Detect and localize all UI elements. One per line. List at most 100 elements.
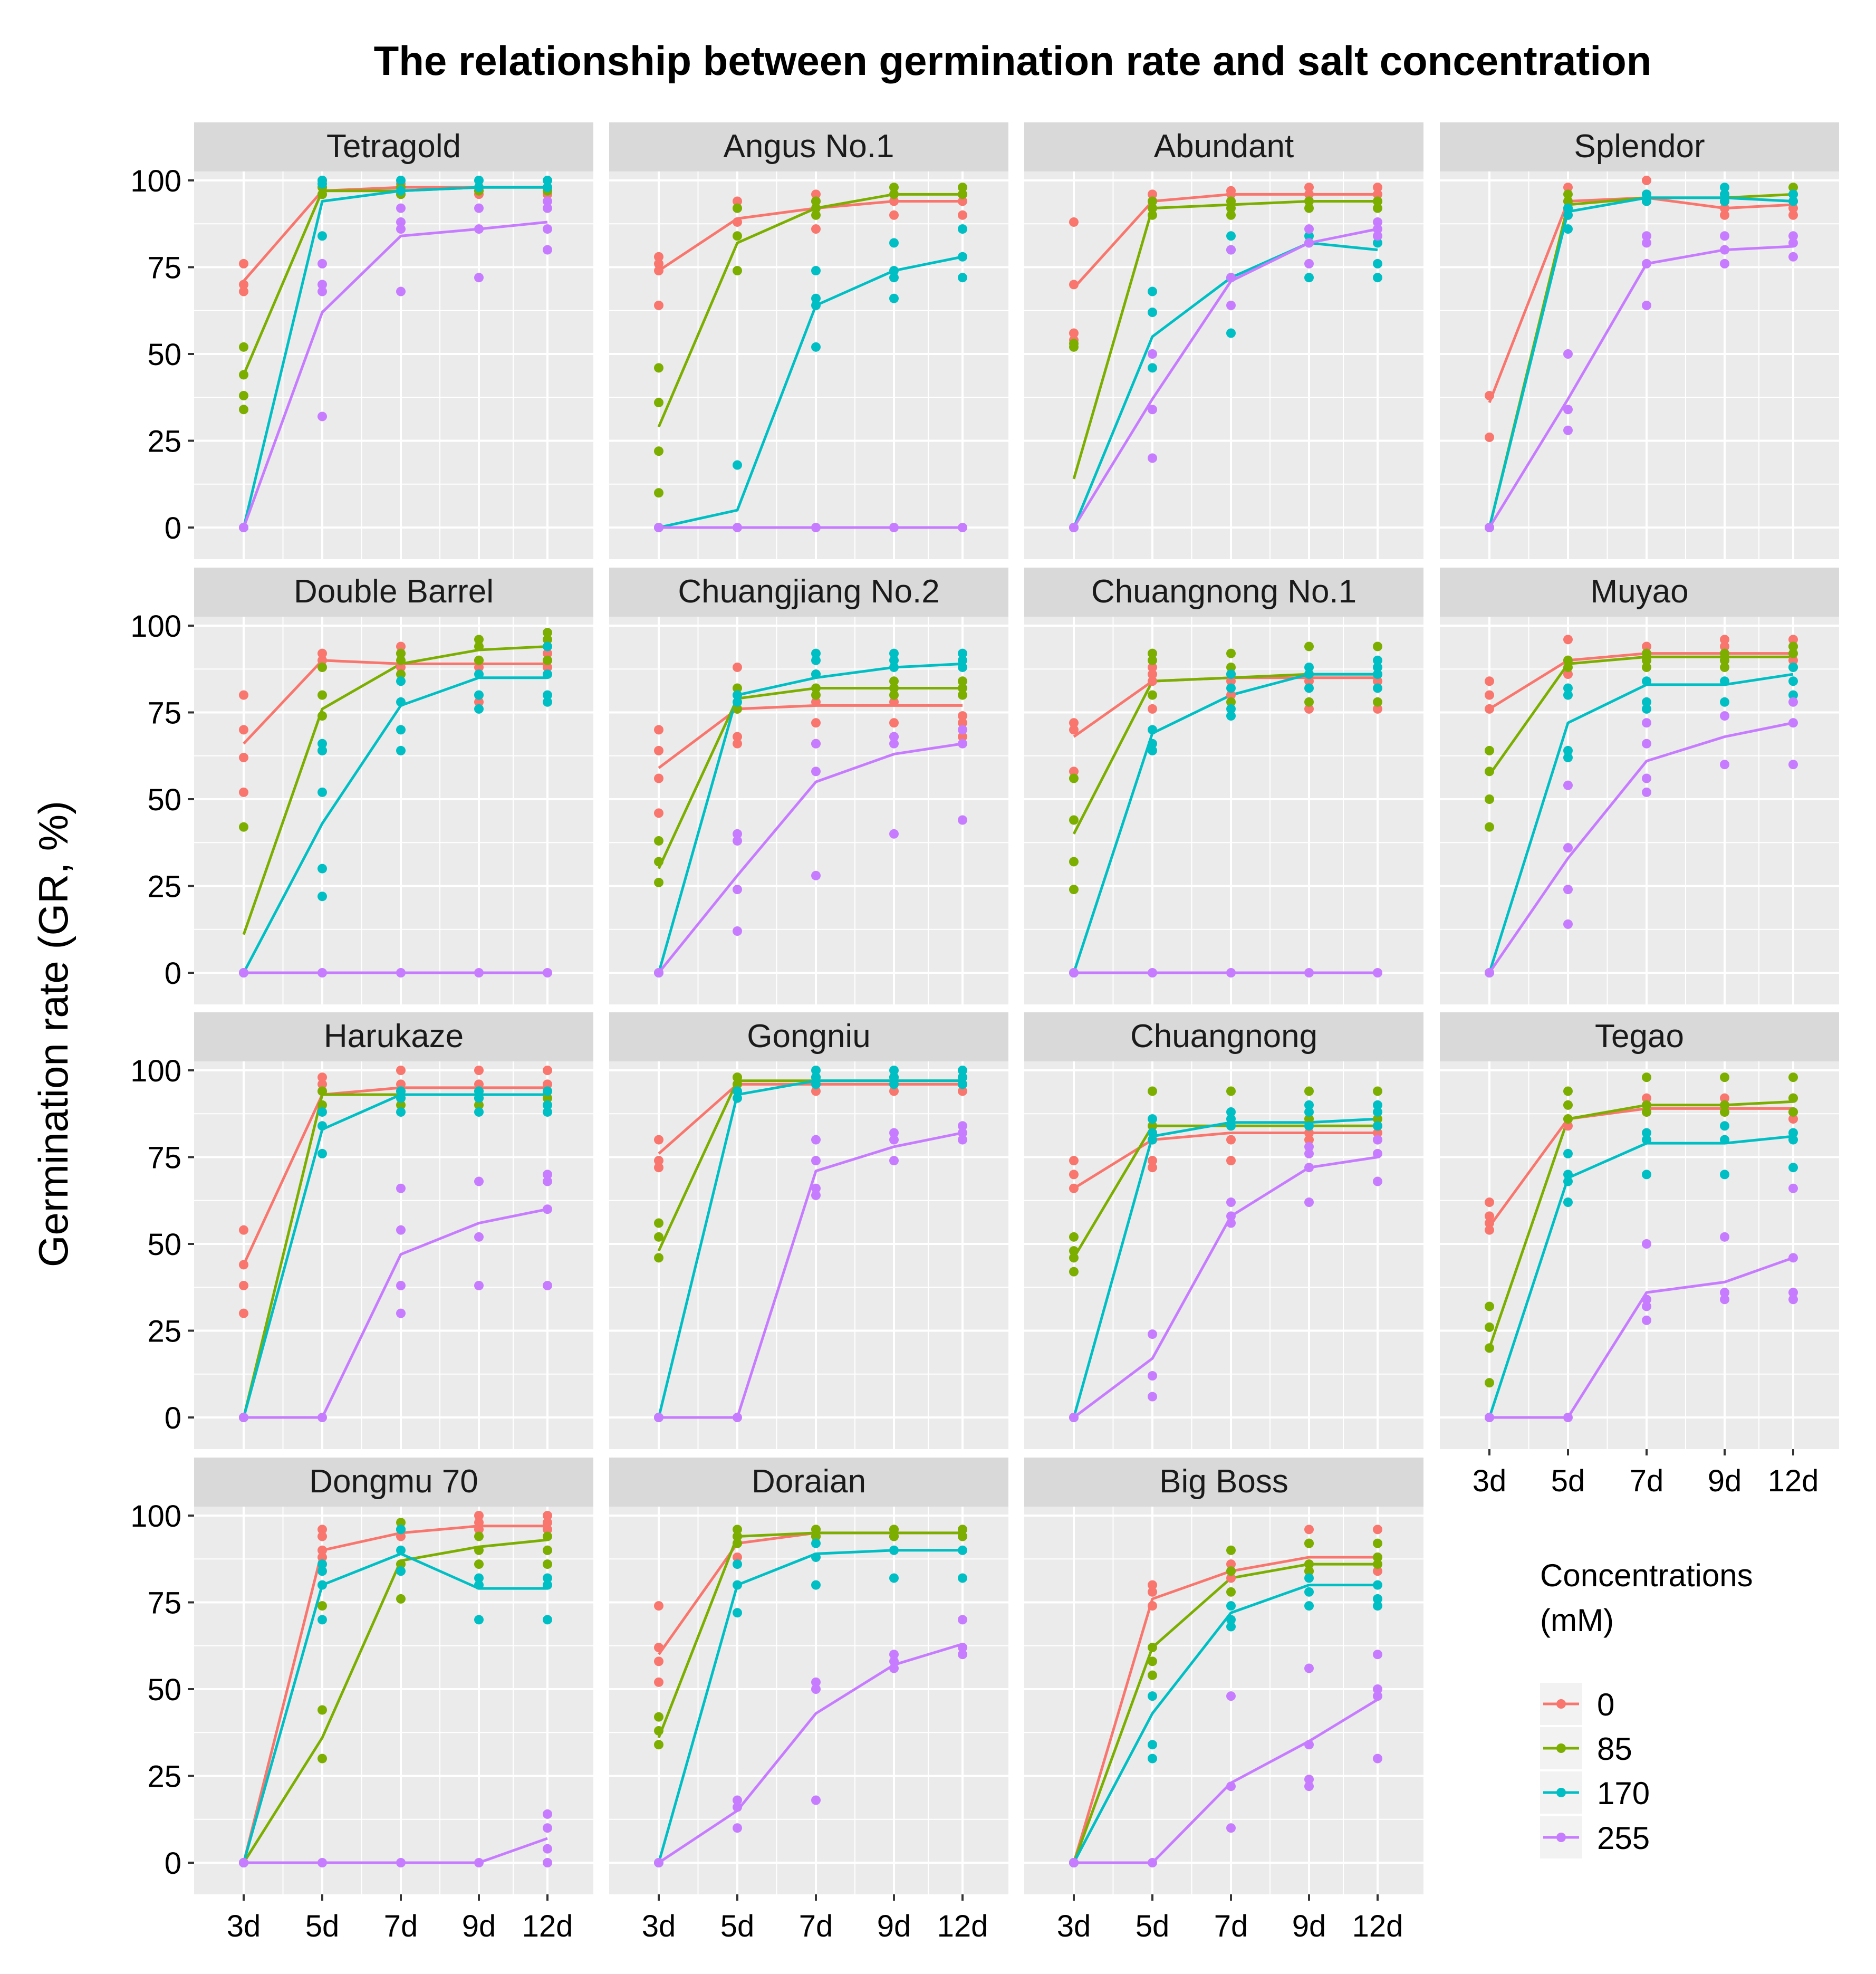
- data-point-0: [1226, 1135, 1236, 1145]
- data-point-85: [1485, 1343, 1494, 1353]
- data-point-255: [1642, 718, 1651, 728]
- data-point-85: [733, 1538, 742, 1548]
- data-point-85: [1563, 655, 1573, 665]
- data-point-255: [889, 1156, 899, 1166]
- data-point-255: [1148, 1371, 1157, 1381]
- data-point-255: [889, 1663, 899, 1673]
- data-point-0: [733, 739, 742, 749]
- facet-title: Splendor: [1574, 128, 1705, 165]
- data-point-170: [318, 179, 327, 189]
- data-point-0: [239, 753, 248, 763]
- x-tick-label: 7d: [1214, 1909, 1248, 1943]
- data-point-85: [1304, 1114, 1314, 1124]
- data-point-0: [1069, 280, 1079, 290]
- data-point-0: [958, 210, 967, 220]
- data-point-85: [1788, 1093, 1798, 1103]
- data-point-255: [1642, 1295, 1651, 1305]
- y-tick-label: 0: [165, 956, 181, 991]
- data-point-255: [1642, 773, 1651, 783]
- data-point-170: [733, 1086, 742, 1096]
- data-point-170: [1720, 1170, 1729, 1180]
- data-point-170: [543, 1086, 552, 1096]
- data-point-0: [733, 662, 742, 672]
- data-point-170: [889, 1545, 899, 1555]
- data-point-85: [1720, 1107, 1729, 1117]
- data-point-170: [1563, 203, 1573, 213]
- data-point-85: [654, 363, 663, 373]
- data-point-170: [1148, 1135, 1157, 1145]
- facet-strip: [194, 122, 593, 171]
- facet-title: Tetragold: [326, 128, 461, 165]
- data-point-170: [811, 1066, 821, 1075]
- data-point-255: [733, 523, 742, 532]
- data-point-0: [1226, 676, 1236, 686]
- data-point-170: [1563, 224, 1573, 234]
- data-point-170: [811, 655, 821, 665]
- data-point-0: [1069, 217, 1079, 227]
- data-point-0: [1148, 1587, 1157, 1597]
- data-point-85: [1304, 196, 1314, 206]
- legend-item-170: 170: [1540, 1771, 1650, 1814]
- data-point-85: [396, 1559, 406, 1569]
- data-point-0: [1069, 718, 1079, 728]
- facet-strip: [609, 568, 1008, 617]
- data-point-0: [1069, 1156, 1079, 1166]
- facet-panel: Abundant: [1024, 122, 1423, 559]
- data-point-170: [889, 662, 899, 672]
- data-point-0: [1226, 690, 1236, 700]
- x-tick-label: 7d: [1630, 1464, 1664, 1498]
- data-point-85: [318, 1100, 327, 1110]
- data-point-85: [1563, 189, 1573, 199]
- x-tick-label: 9d: [1708, 1464, 1742, 1498]
- x-tick-label: 7d: [799, 1909, 833, 1943]
- data-point-0: [1226, 1573, 1236, 1583]
- data-point-85: [318, 1601, 327, 1611]
- data-point-0: [239, 690, 248, 700]
- data-point-170: [1563, 745, 1573, 755]
- data-point-255: [318, 411, 327, 421]
- data-point-255: [396, 203, 406, 213]
- data-point-0: [1226, 1559, 1236, 1569]
- data-point-255: [889, 739, 899, 749]
- data-point-85: [1373, 196, 1382, 206]
- data-point-85: [1373, 641, 1382, 651]
- data-point-170: [811, 1072, 821, 1082]
- legend-key-point: [1556, 1743, 1566, 1753]
- data-point-170: [474, 183, 484, 193]
- facet-panel: Chuangnong No.1: [1024, 568, 1423, 1004]
- data-point-0: [1373, 189, 1382, 199]
- data-point-170: [1720, 183, 1729, 193]
- facet-strip: [609, 122, 1008, 171]
- data-point-170: [1642, 1170, 1651, 1180]
- data-point-85: [543, 635, 552, 645]
- data-point-170: [396, 176, 406, 185]
- data-point-0: [1069, 766, 1079, 777]
- data-point-170: [733, 1608, 742, 1618]
- data-point-0: [1485, 390, 1494, 400]
- data-point-85: [811, 1525, 821, 1535]
- data-point-0: [1148, 1163, 1157, 1173]
- data-point-85: [1304, 1566, 1314, 1576]
- data-point-170: [1226, 704, 1236, 714]
- data-point-0: [1304, 1128, 1314, 1138]
- data-point-255: [1148, 1329, 1157, 1339]
- data-point-85: [239, 370, 248, 380]
- data-point-0: [1304, 189, 1314, 199]
- data-point-255: [811, 1135, 821, 1145]
- panel-background: [1440, 1061, 1839, 1449]
- facet-panel: Gongniu: [609, 1012, 1008, 1449]
- data-point-255: [958, 725, 967, 735]
- data-point-0: [1485, 432, 1494, 442]
- data-point-0: [474, 1525, 484, 1535]
- data-point-255: [1148, 1858, 1157, 1867]
- data-point-0: [1788, 203, 1798, 213]
- y-tick-label: 0: [165, 1846, 181, 1881]
- data-point-170: [958, 1545, 967, 1555]
- data-point-170: [1720, 196, 1729, 206]
- facet-panel: Angus No.1: [609, 122, 1008, 559]
- data-point-170: [1148, 739, 1157, 749]
- legend-key-point: [1556, 1833, 1566, 1842]
- data-point-0: [654, 258, 663, 269]
- data-point-255: [1226, 1781, 1236, 1791]
- data-point-85: [543, 1531, 552, 1541]
